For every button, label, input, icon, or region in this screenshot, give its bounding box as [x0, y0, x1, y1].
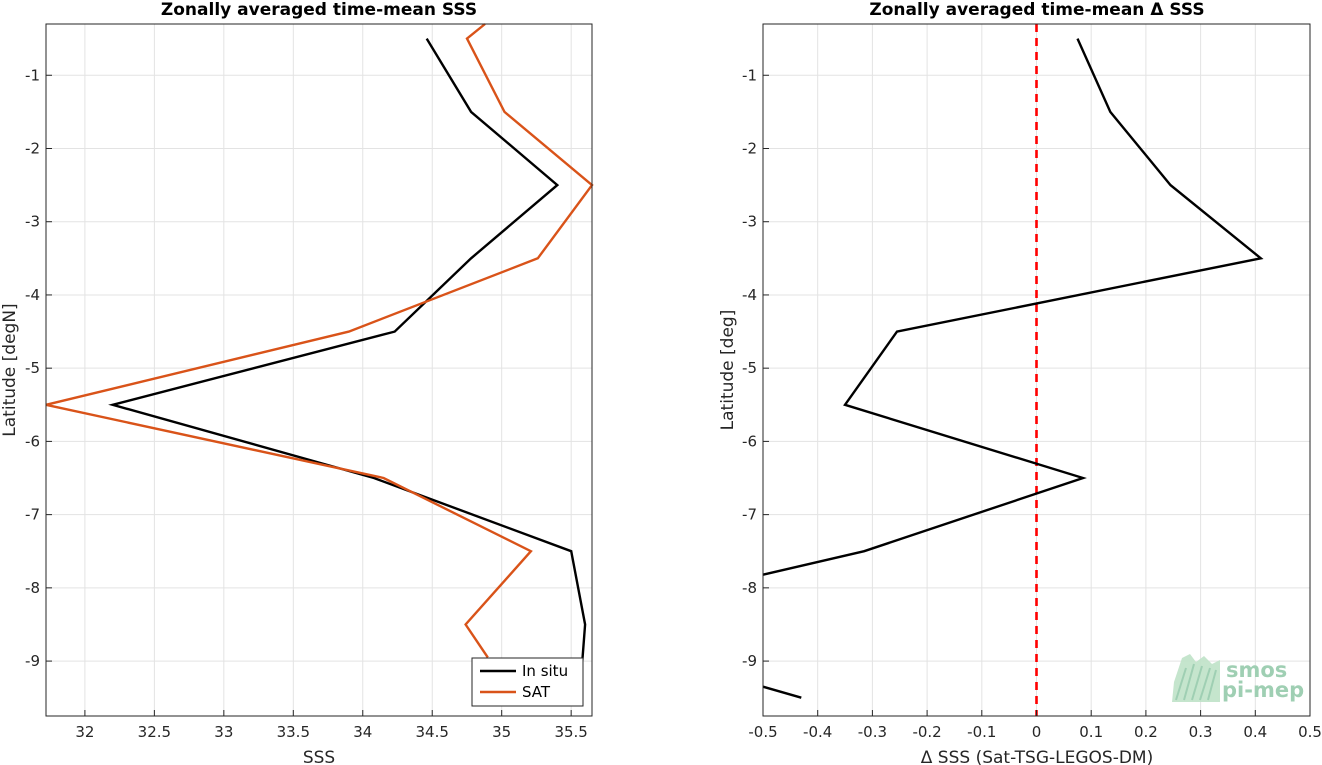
y-tick-label: -5 [742, 359, 757, 377]
y-tick-label: -7 [25, 506, 40, 524]
y-tick-label: -6 [742, 432, 757, 450]
x-tick-label: 0.3 [1189, 723, 1213, 741]
x-tick-label: 0 [1032, 723, 1042, 741]
x-tick-label: 32.5 [138, 723, 171, 741]
y-tick-label: -4 [25, 286, 40, 304]
x-tick-label: 34 [353, 723, 372, 741]
x-tick-label: 0.1 [1079, 723, 1103, 741]
x-tick-label: 33.5 [277, 723, 310, 741]
legend: In situ SAT [471, 657, 584, 707]
logo-mark [1172, 654, 1220, 702]
logo-text-pi-mep: pi-mep [1222, 678, 1304, 702]
ticks-right: -0.5 -0.4 -0.3 -0.2 -0.1 0 0.1 0.2 0.3 0.4 0.5 -1 -2… [742, 66, 1322, 741]
y-tick-label: -1 [742, 66, 757, 84]
series-left [45, 23, 594, 698]
series-line-delta-sss-2 [762, 685, 802, 699]
x-tick-label: 32 [75, 723, 94, 741]
x-tick-label: 35 [492, 723, 511, 741]
title-right: Zonally averaged time-mean Δ SSS [869, 0, 1204, 20]
x-tick-label: -0.5 [748, 723, 777, 741]
y-tick-label: -8 [25, 579, 40, 597]
x-tick-label: -0.4 [803, 723, 832, 741]
xlabel-right: Δ SSS (Sat-TSG-LEGOS-DM) [921, 748, 1153, 765]
x-tick-label: -0.2 [912, 723, 941, 741]
legend-box [471, 657, 584, 707]
panel-delta-sss: smos pi-mep -0.5 -0.4 -0.3 -0.2 -0.1 0 0.1 0.2 0… [718, 0, 1322, 765]
y-tick-label: -2 [25, 139, 40, 157]
plot-area-left [46, 24, 592, 716]
y-tick-label: -1 [25, 66, 40, 84]
logo-text-smos: smos [1226, 658, 1287, 682]
xlabel-left: SSS [303, 748, 335, 765]
y-tick-label: -3 [742, 213, 757, 231]
panel-sss: 32 32.5 33 33.5 34 34.5 35 35.5 -1 -2 -3 -4 -5 -6 -7 -8… [0, 0, 594, 765]
y-tick-label: -3 [25, 213, 40, 231]
x-tick-label: -0.1 [967, 723, 996, 741]
legend-label-in-situ: In situ [522, 662, 568, 680]
legend-label-sat: SAT [522, 683, 551, 701]
y-tick-label: -8 [742, 579, 757, 597]
ylabel-left: Latitude [degN] [0, 303, 20, 436]
y-tick-label: -4 [742, 286, 757, 304]
logo-mark-stripes [1175, 663, 1217, 701]
x-tick-label: 35.5 [554, 723, 587, 741]
x-tick-label: 0.4 [1243, 723, 1267, 741]
x-tick-label: 34.5 [416, 723, 449, 741]
title-left: Zonally averaged time-mean SSS [161, 0, 477, 20]
y-tick-label: -9 [742, 652, 757, 670]
series-right [762, 24, 1264, 716]
series-line-delta-sss-1 [762, 38, 1264, 576]
x-tick-label: 0.5 [1298, 723, 1322, 741]
axes-box-left [45, 23, 593, 717]
series-line-sat [45, 23, 594, 659]
grid-left [46, 24, 592, 716]
ylabel-right: Latitude [deg] [718, 310, 738, 431]
x-tick-label: 0.2 [1134, 723, 1158, 741]
x-tick-label: -0.3 [858, 723, 887, 741]
y-tick-label: -5 [25, 359, 40, 377]
y-tick-label: -9 [25, 652, 40, 670]
series-line-in-situ [108, 37, 587, 698]
y-tick-label: -2 [742, 139, 757, 157]
y-tick-label: -7 [742, 506, 757, 524]
ticks-left: 32 32.5 33 33.5 34 34.5 35 35.5 -1 -2 -3 -4 -5 -6 -7 -8… [25, 66, 588, 741]
smos-pi-mep-logo: smos pi-mep [1172, 654, 1304, 702]
y-tick-label: -6 [25, 432, 40, 450]
x-tick-label: 33 [214, 723, 233, 741]
